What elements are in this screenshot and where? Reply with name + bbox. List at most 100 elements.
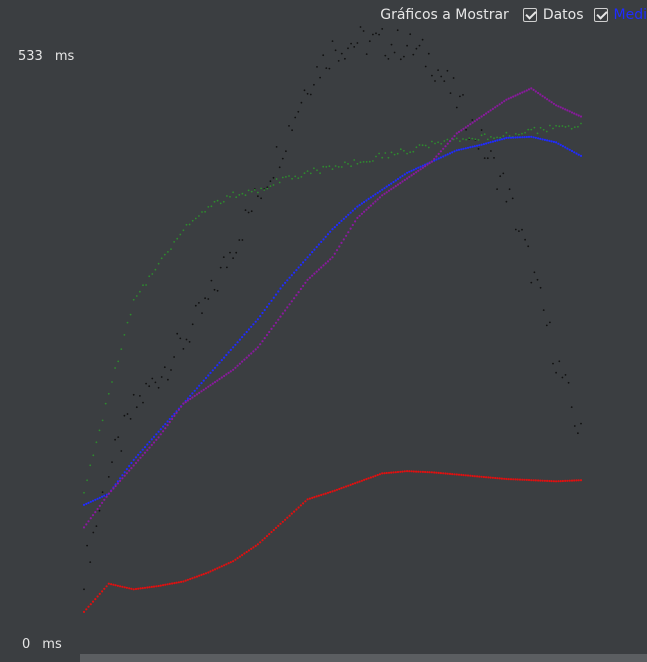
series-0-point [524, 238, 526, 241]
series-2-point [130, 461, 133, 465]
series-0-point [521, 228, 523, 231]
series-3-point [308, 276, 311, 279]
series-2-point [94, 498, 97, 501]
series-2-point [164, 423, 167, 426]
series-1-point [306, 170, 309, 173]
series-2-point [448, 152, 452, 155]
option-datos[interactable]: Datos [522, 7, 584, 23]
datos-checkbox[interactable] [522, 8, 537, 22]
series-2-point [466, 146, 470, 149]
series-2-point [331, 228, 334, 231]
series-2-point [363, 200, 366, 204]
series-3-point [419, 168, 422, 171]
series-4-point [326, 491, 330, 494]
horizontal-scrollbar[interactable] [80, 654, 647, 662]
series-3-point [415, 171, 418, 174]
series-2-point [354, 207, 357, 210]
series-1-point [403, 149, 405, 152]
series-1-point [561, 125, 564, 127]
series-1-point [176, 237, 179, 240]
series-4-point [317, 494, 320, 497]
series-4-point [121, 585, 124, 588]
series-3-point [433, 157, 436, 161]
series-4-point [107, 582, 110, 585]
series-1-point [331, 168, 334, 171]
series-4-point [116, 584, 119, 587]
series-1-point [210, 205, 213, 208]
series-4-point [367, 477, 370, 480]
series-1-point [229, 195, 231, 198]
series-1-point [549, 124, 551, 127]
series-2-point [412, 168, 415, 171]
series-4-point [489, 476, 492, 479]
series-3-point [491, 107, 494, 110]
series-4-point [259, 541, 262, 544]
series-3-point [198, 391, 201, 394]
series-3-point [265, 333, 269, 337]
series-1-point [577, 125, 579, 128]
series-3-point [209, 384, 212, 387]
series-4-point [189, 577, 192, 581]
series-2-point [570, 149, 574, 153]
series-3-point [539, 93, 542, 96]
series-0-point [250, 210, 253, 213]
media-checkbox[interactable] [593, 8, 608, 22]
series-0-point [502, 172, 505, 175]
series-3-point [575, 113, 578, 116]
option-media[interactable]: Medi [593, 7, 647, 23]
series-0-point [508, 188, 511, 191]
series-0-point [98, 509, 101, 512]
series-4-point [363, 478, 366, 481]
series-3-point [329, 258, 332, 261]
series-4-point [385, 471, 388, 475]
series-3-point [247, 354, 250, 357]
series-3-point [564, 108, 567, 111]
series-1-point [518, 133, 520, 136]
series-2-point [259, 315, 262, 318]
series-3-point [143, 451, 147, 454]
series-4-point [87, 605, 90, 608]
series-4-point [333, 489, 336, 492]
series-1-point [440, 142, 443, 145]
series-1-point [542, 128, 545, 131]
series-4-point [491, 476, 494, 479]
series-4-point [480, 475, 483, 478]
series-4-point [128, 587, 131, 590]
series-4-point [180, 580, 183, 584]
series-1-point [269, 185, 272, 188]
series-2-point [243, 333, 246, 336]
series-4-point [570, 479, 574, 482]
series-2-point [392, 180, 395, 184]
series-3-point [87, 520, 90, 523]
series-3-point [232, 368, 235, 371]
series-2-point [256, 318, 259, 321]
series-2-point [265, 305, 269, 308]
series-2-point [421, 164, 424, 167]
y-axis-max-label: 533 ms [18, 49, 75, 64]
series-3-point [543, 96, 547, 99]
series-4-point [573, 479, 576, 482]
series-0-point [493, 157, 495, 159]
series-1-point [126, 321, 129, 324]
series-2-point [340, 219, 343, 222]
series-2-point [394, 179, 397, 182]
series-2-point [204, 376, 208, 380]
series-3-point [130, 467, 133, 470]
series-4-point [471, 474, 474, 478]
series-1-point [260, 187, 262, 190]
series-0-point [306, 92, 309, 95]
series-4-point [186, 578, 189, 581]
series-3-point [505, 98, 508, 101]
series-0-point [325, 67, 328, 69]
series-2-point [575, 152, 578, 155]
series-4-point [114, 584, 117, 587]
series-2-point [326, 233, 330, 236]
series-2-point [417, 166, 420, 169]
series-3-point [349, 227, 352, 230]
series-2-point [498, 138, 501, 141]
series-1-point [151, 273, 154, 275]
series-0-point [142, 401, 144, 404]
series-1-point [462, 138, 464, 140]
series-1-point [499, 136, 502, 139]
series-0-point [83, 588, 85, 591]
